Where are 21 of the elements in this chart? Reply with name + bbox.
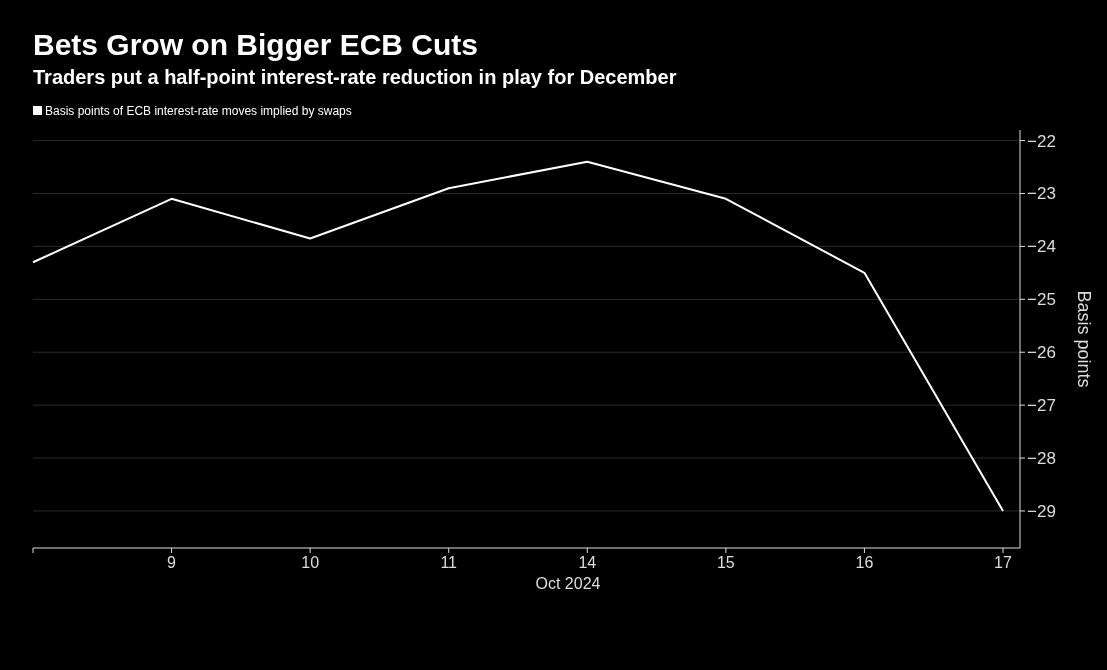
y-tick-label: −26: [1027, 343, 1056, 363]
legend-label: Basis points of ECB interest-rate moves implied by swaps: [45, 104, 352, 118]
x-tick-label: 9: [167, 554, 177, 571]
x-tick-label: 11: [440, 554, 458, 571]
x-tick-label: 10: [301, 554, 320, 571]
y-tick-label: −24: [1027, 237, 1056, 257]
y-tick-label: −27: [1027, 396, 1056, 416]
x-tick-label: 16: [855, 554, 874, 571]
y-axis-title: Basis points: [1074, 290, 1094, 388]
y-tick-label: −28: [1027, 449, 1056, 469]
line-series: [32, 160, 1004, 512]
chart-subtitle: Traders put a half-point interest-rate reduction in play for December: [33, 66, 677, 88]
y-tick-label: −25: [1027, 290, 1056, 310]
x-tick-label: 15: [716, 554, 735, 571]
x-tick-label: 14: [578, 554, 597, 571]
x-axis-title: Oct 2024: [535, 575, 601, 592]
y-tick-label: −29: [1027, 501, 1056, 521]
chart-title: Bets Grow on Bigger ECB Cuts: [33, 28, 479, 61]
x-tick-label: 17: [994, 554, 1012, 571]
y-tick-label: −23: [1027, 184, 1056, 204]
y-tick-label: −22: [1027, 131, 1056, 151]
